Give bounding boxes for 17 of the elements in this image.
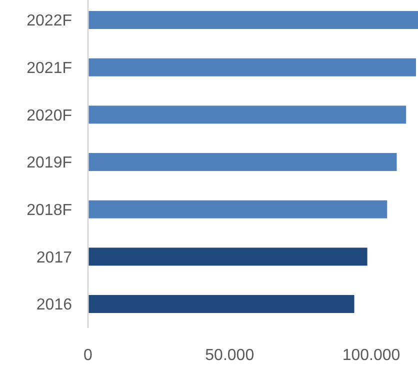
x-tick-label: 0 bbox=[84, 347, 93, 364]
bar bbox=[88, 248, 368, 266]
y-tick-label: 2021F bbox=[26, 60, 72, 77]
x-tick-label: 100.000 bbox=[342, 347, 400, 364]
bar bbox=[88, 11, 418, 29]
y-tick-label: 2020F bbox=[26, 107, 72, 124]
bar bbox=[88, 58, 416, 76]
y-tick-label: 2018F bbox=[26, 202, 72, 219]
x-tick-label: 50.000 bbox=[205, 347, 254, 364]
bar bbox=[88, 200, 388, 218]
y-tick-label: 2017 bbox=[36, 249, 72, 266]
y-tick-label: 2016 bbox=[36, 296, 72, 314]
bar bbox=[88, 106, 406, 124]
y-tick-label: 2022F bbox=[26, 12, 72, 30]
y-tick-label: 2019F bbox=[26, 154, 72, 172]
bar bbox=[88, 295, 354, 313]
bar bbox=[88, 153, 397, 171]
